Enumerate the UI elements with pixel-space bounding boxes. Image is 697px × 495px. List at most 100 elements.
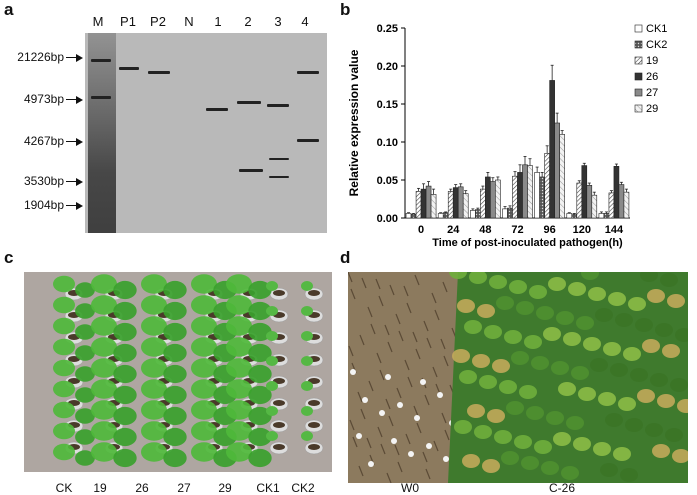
leaf bbox=[637, 389, 655, 403]
leaf bbox=[226, 337, 252, 357]
leaf bbox=[75, 282, 95, 298]
bar bbox=[608, 192, 615, 219]
leaf bbox=[492, 359, 510, 373]
leaf bbox=[660, 273, 678, 287]
bar bbox=[457, 186, 464, 219]
gel-lane-label: 3 bbox=[274, 14, 282, 29]
bar bbox=[571, 213, 578, 219]
bar bbox=[581, 165, 588, 219]
cotton-boll bbox=[356, 433, 362, 439]
leaf bbox=[248, 301, 272, 321]
y-tick-label: 0.15 bbox=[377, 99, 398, 111]
leaf bbox=[474, 425, 492, 439]
stem bbox=[387, 341, 393, 353]
panel-letter-c: c bbox=[4, 248, 14, 267]
leaf bbox=[464, 320, 482, 334]
bar bbox=[534, 172, 540, 219]
leaf bbox=[556, 311, 574, 325]
stem bbox=[395, 313, 401, 325]
leaf bbox=[91, 442, 117, 462]
leaf bbox=[248, 343, 272, 363]
leaf bbox=[623, 347, 641, 361]
x-tick-label: 24 bbox=[447, 224, 460, 236]
leaf bbox=[613, 447, 631, 461]
leaf bbox=[226, 358, 252, 378]
bar bbox=[447, 191, 454, 219]
leaf bbox=[226, 295, 252, 315]
gel-lane-label: N bbox=[184, 14, 194, 29]
bar bbox=[576, 182, 583, 219]
leaf bbox=[226, 274, 252, 294]
leaf bbox=[605, 413, 623, 427]
cotton-boll bbox=[385, 374, 391, 380]
y-tick-label: 0.25 bbox=[377, 23, 398, 35]
stem bbox=[415, 348, 421, 360]
leaf bbox=[568, 282, 586, 296]
leaf bbox=[163, 406, 187, 426]
leaf bbox=[191, 274, 217, 294]
leaf bbox=[113, 406, 137, 426]
leaf bbox=[531, 356, 549, 370]
stem bbox=[440, 338, 446, 350]
leaf bbox=[191, 337, 217, 357]
legend-label: 26 bbox=[646, 71, 658, 83]
legend-label: CK2 bbox=[646, 39, 667, 51]
bar bbox=[554, 122, 560, 219]
leaf bbox=[248, 280, 272, 300]
leaf bbox=[548, 277, 566, 291]
stem bbox=[433, 440, 439, 452]
leaf bbox=[191, 379, 217, 399]
leaf bbox=[75, 303, 95, 319]
legend-label: 29 bbox=[646, 103, 658, 115]
stem bbox=[412, 331, 418, 343]
pot-soil bbox=[308, 444, 320, 450]
stem bbox=[366, 437, 372, 449]
stem bbox=[423, 320, 429, 332]
field-cotton-photo bbox=[348, 272, 688, 483]
leaf bbox=[581, 272, 599, 280]
leaf bbox=[163, 301, 187, 321]
stem bbox=[407, 376, 413, 388]
stem bbox=[394, 444, 400, 456]
leaf bbox=[113, 385, 137, 405]
stem bbox=[444, 429, 450, 441]
leaf bbox=[113, 448, 137, 468]
leaf bbox=[600, 463, 618, 477]
legend-swatch bbox=[634, 104, 643, 113]
leaf bbox=[163, 385, 187, 405]
bp-marker-arrow bbox=[66, 57, 78, 58]
leaf bbox=[226, 379, 252, 399]
leaf bbox=[53, 317, 75, 335]
pot-soil bbox=[68, 378, 80, 384]
leaf bbox=[452, 349, 470, 363]
x-tick-label: 96 bbox=[544, 224, 556, 236]
bar bbox=[430, 194, 437, 219]
leaf bbox=[509, 280, 527, 294]
leaf bbox=[113, 427, 137, 447]
leaf bbox=[91, 421, 117, 441]
legend-label: CK1 bbox=[646, 23, 667, 35]
bar bbox=[527, 165, 533, 219]
band bbox=[91, 96, 111, 99]
leaf bbox=[141, 379, 167, 399]
leaf bbox=[618, 397, 636, 411]
photo-c-label: 27 bbox=[177, 481, 191, 495]
gel-lane-label: 2 bbox=[244, 14, 252, 29]
leaf bbox=[301, 356, 313, 366]
leaf bbox=[494, 430, 512, 444]
leaf bbox=[620, 468, 638, 482]
gel-bp-labels: 21226bp 4973bp 4267bp 3530bp 1904bp bbox=[0, 0, 90, 240]
pot-soil bbox=[273, 400, 285, 406]
bar bbox=[462, 193, 469, 219]
leaf bbox=[588, 287, 606, 301]
bar bbox=[544, 153, 550, 219]
stem bbox=[370, 323, 376, 335]
stem bbox=[422, 451, 428, 463]
leaf bbox=[75, 324, 95, 340]
leaf bbox=[645, 423, 663, 437]
bar bbox=[517, 172, 523, 219]
stem bbox=[413, 405, 419, 417]
leaf bbox=[248, 427, 272, 447]
gel-lane-label: 4 bbox=[301, 14, 309, 29]
stem bbox=[360, 408, 366, 420]
